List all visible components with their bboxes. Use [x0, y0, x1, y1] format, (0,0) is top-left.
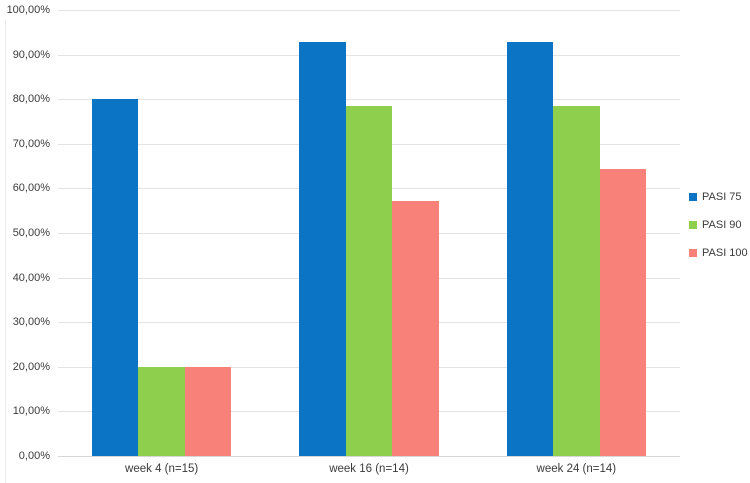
y-axis: 0,00% 10,00% 20,00% 30,00% 40,00% 50,00% 60,00… — [0, 0, 50, 483]
legend-swatch-icon — [689, 193, 697, 201]
x-axis-line — [58, 456, 680, 457]
legend-swatch-icon — [689, 221, 697, 229]
x-axis: week 4 (n=15) week 16 (n=14) week 24 (n=14… — [58, 463, 680, 479]
y-tick-label-70-00: 70,00% — [12, 137, 50, 150]
y-tick-label-80-00: 80,00% — [12, 93, 50, 106]
legend: PASI 75 PASI 90 PASI 100 — [689, 190, 748, 274]
legend-item-pasi-90: PASI 90 — [689, 218, 748, 232]
bar-pasi-75-week-16-n-14 — [299, 41, 346, 456]
bar-pasi-90-week-4-n-15 — [138, 366, 185, 456]
legend-swatch-icon — [689, 249, 697, 257]
y-tick-label-60-00: 60,00% — [12, 182, 50, 195]
y-tick-label-30-00: 30,00% — [12, 316, 50, 329]
y-tick-label-50-00: 50,00% — [12, 227, 50, 239]
bar-pasi-100-week-16-n-14 — [392, 201, 439, 456]
legend-label: PASI 90 — [702, 219, 742, 231]
legend-item-pasi-75: PASI 75 — [689, 190, 748, 204]
gridline — [58, 54, 680, 56]
gridline — [58, 99, 680, 101]
x-tick-label-week-16-n-14: week 16 (n=14) — [329, 463, 409, 475]
plot-area — [58, 10, 680, 457]
page-edge-line — [5, 20, 6, 483]
y-tick-label-0-00: 0,00% — [18, 450, 50, 462]
bar-pasi-100-week-24-n-14 — [599, 169, 647, 456]
y-tick-label-40-00: 40,00% — [12, 271, 50, 284]
legend-item-pasi-100: PASI 100 — [689, 246, 748, 260]
x-tick-label-week-24-n-14: week 24 (n=14) — [536, 463, 617, 475]
y-tick-label-90-00: 90,00% — [12, 48, 50, 61]
bar-pasi-90-week-24-n-14 — [553, 105, 600, 456]
x-tick-label-week-4-n-15: week 4 (n=15) — [125, 463, 199, 475]
gridline — [58, 10, 680, 11]
legend-label: PASI 75 — [702, 191, 742, 203]
y-tick-label-20-00: 20,00% — [12, 360, 50, 373]
bar-pasi-75-week-4-n-15 — [91, 99, 139, 456]
bar-pasi-100-week-4-n-15 — [184, 366, 232, 456]
bar-pasi-90-week-16-n-14 — [345, 105, 393, 456]
legend-label: PASI 100 — [702, 247, 748, 259]
bar-pasi-75-week-24-n-14 — [506, 41, 554, 456]
y-tick-label-100-00: 100,00% — [6, 4, 50, 16]
y-tick-label-10-00: 10,00% — [12, 405, 50, 418]
